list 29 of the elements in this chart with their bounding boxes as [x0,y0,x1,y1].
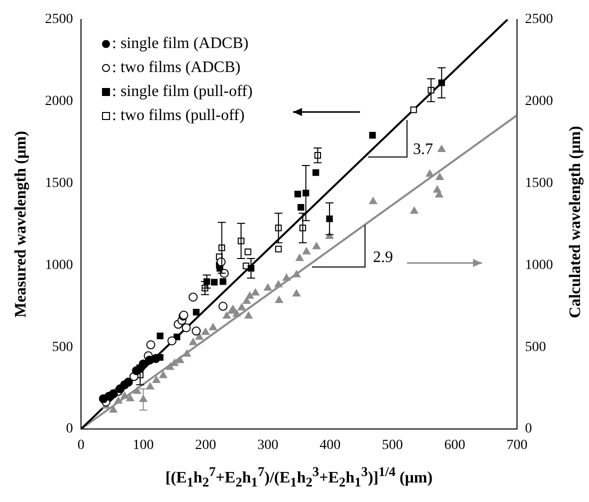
x-tick-label: 500 [382,438,403,454]
x-tick-label: 400 [320,438,341,454]
y-tick-label: 0 [66,422,73,437]
annotation: 2.9 [373,249,393,266]
annotation: 3.7 [413,141,433,158]
legend-label: : two films (pull-off) [112,107,245,124]
text: [(E$_{1}$h$_{2}$$^{7}$+E$_{2}$h$_{1}$$^{7}$)/(E$_{1}$h$_{2}$$^{3}$+E$_{2}$h$_{1}$$^{3}$)]$^{1/4}$ (μm) [165,464,433,490]
y-tick-label: 1500 [45,176,73,191]
y2-tick-label: 1000 [525,258,553,273]
y2-tick-label: 2500 [525,12,553,28]
x-tick-label: 700 [506,438,528,454]
y-axis-title: Measured wavelength (μm) [12,130,30,318]
x-tick-label: 600 [444,438,466,454]
x-tick-label: 100 [132,438,154,454]
y2-tick-label: 0 [525,422,532,437]
x-tick-label: 0 [78,438,84,454]
y2-tick-label: 1500 [525,176,553,191]
x-tick-label: 300 [257,438,278,454]
x-tick-label: 200 [195,438,216,454]
y-tick-label: 1000 [45,258,73,273]
y2-tick-label: 2000 [525,94,553,109]
legend-label: : single film (ADCB) [112,35,248,52]
y-tick-label: 500 [52,340,73,355]
legend-label: : two films (ADCB) [112,59,240,76]
legend-label: : single film (pull-off) [112,83,253,100]
y-tick-label: 2500 [45,12,73,28]
y-tick-label: 2000 [45,94,73,109]
y2-tick-label: 500 [525,340,546,355]
y2-axis-title: Calculated wavelength (μm) [567,124,585,320]
